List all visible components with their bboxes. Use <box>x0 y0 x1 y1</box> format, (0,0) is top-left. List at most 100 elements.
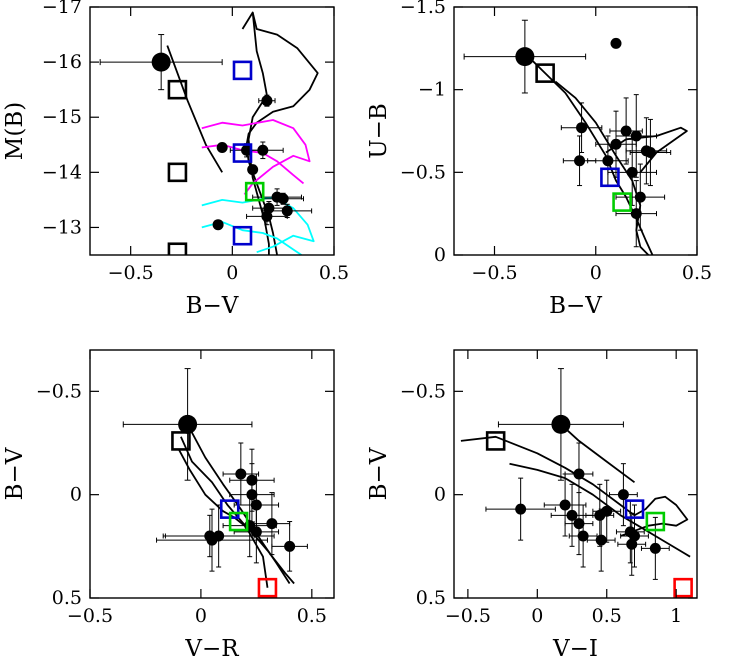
data-point <box>204 530 216 542</box>
model-square-marker <box>232 225 253 246</box>
big-data-point <box>151 52 171 72</box>
data-point <box>235 468 247 480</box>
y-tick-label: −15 <box>42 106 82 128</box>
data-point <box>601 505 613 517</box>
x-tick-label: −0.5 <box>471 262 517 284</box>
y-tick-label: 0 <box>434 244 446 266</box>
y-tick-label: 0.5 <box>52 587 82 609</box>
plot-area <box>463 19 688 255</box>
x-tick-label: 0.5 <box>592 605 622 627</box>
data-point <box>620 125 632 137</box>
data-point <box>630 208 642 220</box>
x-tick-label: 0.5 <box>682 262 712 284</box>
data-point <box>515 503 527 515</box>
y-tick-label: 0 <box>434 484 446 506</box>
data-point <box>610 37 622 49</box>
data-point <box>630 130 642 142</box>
data-point <box>257 144 269 156</box>
data-point <box>577 530 589 542</box>
x-tick-label: 0.5 <box>297 605 327 627</box>
model-track-line <box>241 11 319 255</box>
big-data-point <box>178 414 198 434</box>
data-point <box>212 219 224 231</box>
data-point <box>216 142 228 154</box>
x-tick-label: 0 <box>531 605 543 627</box>
model-square-marker <box>171 431 191 451</box>
x-tick-label: 1 <box>670 605 682 627</box>
model-square-marker <box>232 143 253 163</box>
data-point <box>284 540 296 552</box>
data-point <box>566 509 578 521</box>
model-track-line <box>166 45 223 173</box>
data-point <box>261 95 273 107</box>
axes-frame <box>453 6 698 256</box>
x-axis-label: V−I <box>552 636 598 657</box>
model-square-marker <box>232 60 253 81</box>
y-tick-label: −0.5 <box>36 380 82 402</box>
y-tick-label: −13 <box>42 216 82 238</box>
model-square-marker <box>624 499 645 519</box>
data-point <box>559 499 571 511</box>
data-point <box>644 146 656 158</box>
big-data-point <box>551 414 571 434</box>
x-tick-label: −0.5 <box>445 605 491 627</box>
data-point <box>247 164 259 176</box>
model-square-marker <box>535 63 555 83</box>
model-square-marker <box>228 511 249 532</box>
model-square-marker <box>244 181 265 202</box>
x-tick-label: 0 <box>590 262 602 284</box>
model-track-line <box>460 435 689 537</box>
data-point <box>573 518 585 530</box>
y-tick-label: 0 <box>70 484 82 506</box>
model-track-line <box>201 119 311 195</box>
panel-ub_bv: −0.5 0 0.5 0 −0.5 −1 −1.5 B−V U−B <box>366 0 712 319</box>
data-point <box>573 468 585 480</box>
x-axis-label: V−R <box>184 636 239 657</box>
model-square-marker <box>673 577 693 598</box>
model-track-line <box>180 436 269 588</box>
x-tick-label: 0 <box>195 605 207 627</box>
y-tick-label: −16 <box>42 51 82 73</box>
model-square-marker <box>645 511 666 532</box>
y-axis-label: U−B <box>366 103 392 159</box>
x-tick-label: 0 <box>226 262 238 284</box>
model-square-marker <box>612 192 632 212</box>
panel-bv_vr: −0.5 0 0.5 0.5 0 −0.5 V−R B−V <box>2 349 335 657</box>
y-tick-label: −1.5 <box>400 0 446 18</box>
x-axis-label: B−V <box>186 293 239 319</box>
panel-mb_bv: −0.5 0 0.5 −13 −14 −15 −16 −17 B−V M(B) <box>2 0 349 319</box>
model-square-marker <box>257 577 278 598</box>
y-tick-label: −0.5 <box>400 380 446 402</box>
x-tick-label: −0.5 <box>67 605 113 627</box>
plot-area <box>99 11 319 255</box>
data-point <box>595 534 607 546</box>
model-square-marker <box>167 242 188 255</box>
x-axis-label: B−V <box>549 293 602 319</box>
data-point <box>617 489 629 501</box>
x-tick-label: 0.5 <box>319 262 349 284</box>
model-track-line <box>560 423 636 484</box>
data-point <box>626 166 638 178</box>
data-point <box>277 193 289 205</box>
data-point <box>261 210 273 222</box>
y-tick-label: −0.5 <box>400 161 446 183</box>
model-square-marker <box>167 79 188 100</box>
y-tick-label: −14 <box>42 161 82 183</box>
panel-bv_vi: −0.5 0 0.5 1 0.5 0 −0.5 V−I B−V <box>366 349 698 657</box>
x-tick-label: −0.5 <box>108 262 154 284</box>
model-track-line <box>201 196 315 254</box>
y-tick-label: −1 <box>418 79 446 101</box>
y-tick-label: −17 <box>42 0 82 18</box>
plot-area <box>122 368 308 598</box>
axes-frame <box>453 349 698 599</box>
model-square-marker <box>600 167 620 188</box>
data-point <box>610 138 622 150</box>
axes-frame <box>89 6 335 256</box>
model-square-marker <box>485 431 506 451</box>
y-axis-label: M(B) <box>2 102 28 160</box>
data-point <box>602 155 614 167</box>
data-point <box>574 155 586 167</box>
y-axis-label: B−V <box>2 447 28 500</box>
data-point <box>266 518 278 530</box>
